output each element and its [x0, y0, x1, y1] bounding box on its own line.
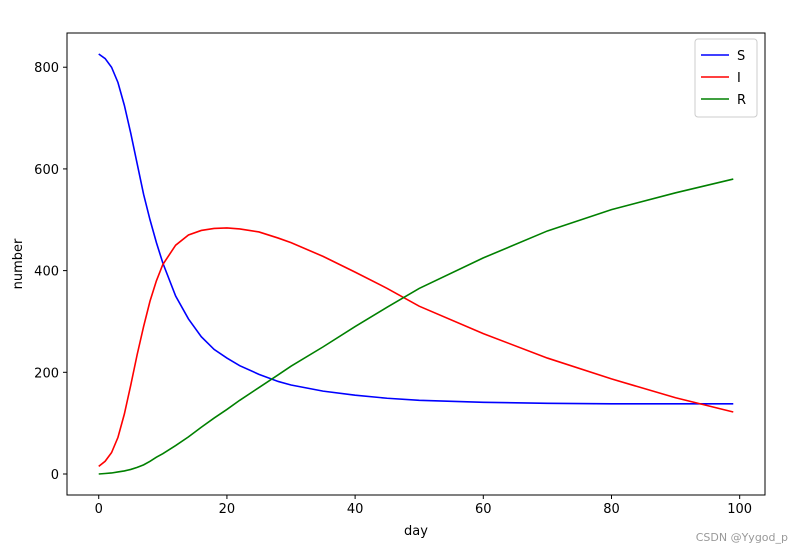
legend-label: I — [737, 71, 741, 86]
y-tick-label: 600 — [34, 163, 59, 178]
x-axis-label: day — [404, 524, 428, 539]
x-tick-label: 0 — [95, 502, 103, 517]
series-line — [98, 178, 734, 475]
series-line — [98, 53, 734, 405]
legend-label: R — [737, 93, 746, 108]
legend-label: S — [737, 49, 745, 64]
watermark: CSDN @Yygod_p — [696, 531, 788, 544]
x-tick-label: 40 — [347, 502, 364, 517]
x-tick-label: 80 — [603, 502, 620, 517]
y-tick-label: 200 — [34, 366, 59, 381]
y-axis-label: number — [11, 238, 26, 289]
legend-box — [694, 38, 758, 118]
y-tick-label: 400 — [34, 265, 59, 280]
plot-frame — [66, 32, 766, 496]
x-tick-label: 100 — [727, 502, 752, 517]
y-tick-label: 0 — [51, 468, 59, 483]
y-tick-label: 800 — [34, 61, 59, 76]
x-tick-label: 60 — [475, 502, 492, 517]
series-line — [98, 227, 734, 467]
x-tick-label: 20 — [219, 502, 236, 517]
